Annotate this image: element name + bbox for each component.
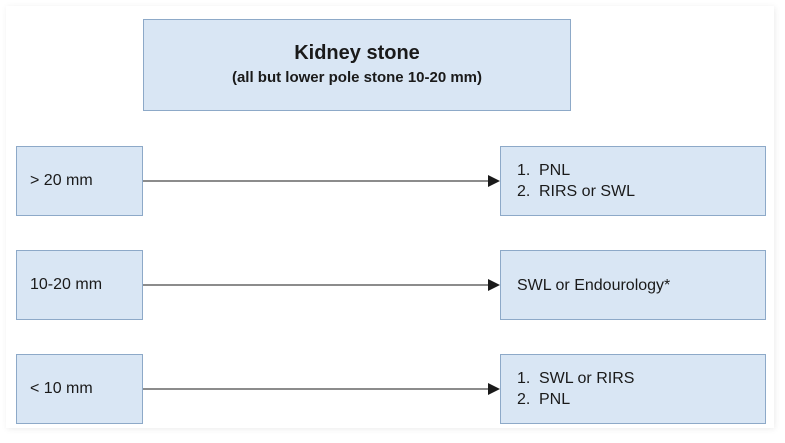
option-number: 2. [517, 391, 531, 408]
option-text: RIRS or SWL [539, 183, 636, 200]
option-number: 1. [517, 162, 531, 179]
diagram-title: Kidney stone [294, 42, 420, 64]
option-text: PNL [539, 162, 571, 179]
title-box: Kidney stone (all but lower pole stone 1… [143, 19, 571, 111]
option-text: PNL [539, 391, 571, 408]
option-number: 2. [517, 183, 531, 200]
treatment-box-small: 1. SWL or RIRS 2. PNL [500, 354, 766, 424]
size-label: < 10 mm [30, 380, 93, 397]
treatment-box-large: 1. PNL 2. RIRS or SWL [500, 146, 766, 216]
treatment-option: 2. PNL [517, 389, 765, 410]
option-text: SWL or RIRS [539, 370, 635, 387]
treatment-option: 1. SWL or RIRS [517, 368, 765, 389]
size-label: 10-20 mm [30, 276, 103, 293]
treatment-option: 1. PNL [517, 160, 765, 181]
size-label: > 20 mm [30, 172, 93, 189]
treatment-box-medium: SWL or Endourology* [500, 250, 766, 320]
option-number: 1. [517, 370, 531, 387]
treatment-option: 2. RIRS or SWL [517, 181, 765, 202]
option-text: SWL or Endourology* [517, 276, 671, 294]
size-box-medium: 10-20 mm [16, 250, 143, 320]
treatment-option: SWL or Endourology* [517, 275, 765, 296]
size-box-small: < 10 mm [16, 354, 143, 424]
diagram-subtitle: (all but lower pole stone 10-20 mm) [231, 69, 483, 86]
size-box-large: > 20 mm [16, 146, 143, 216]
